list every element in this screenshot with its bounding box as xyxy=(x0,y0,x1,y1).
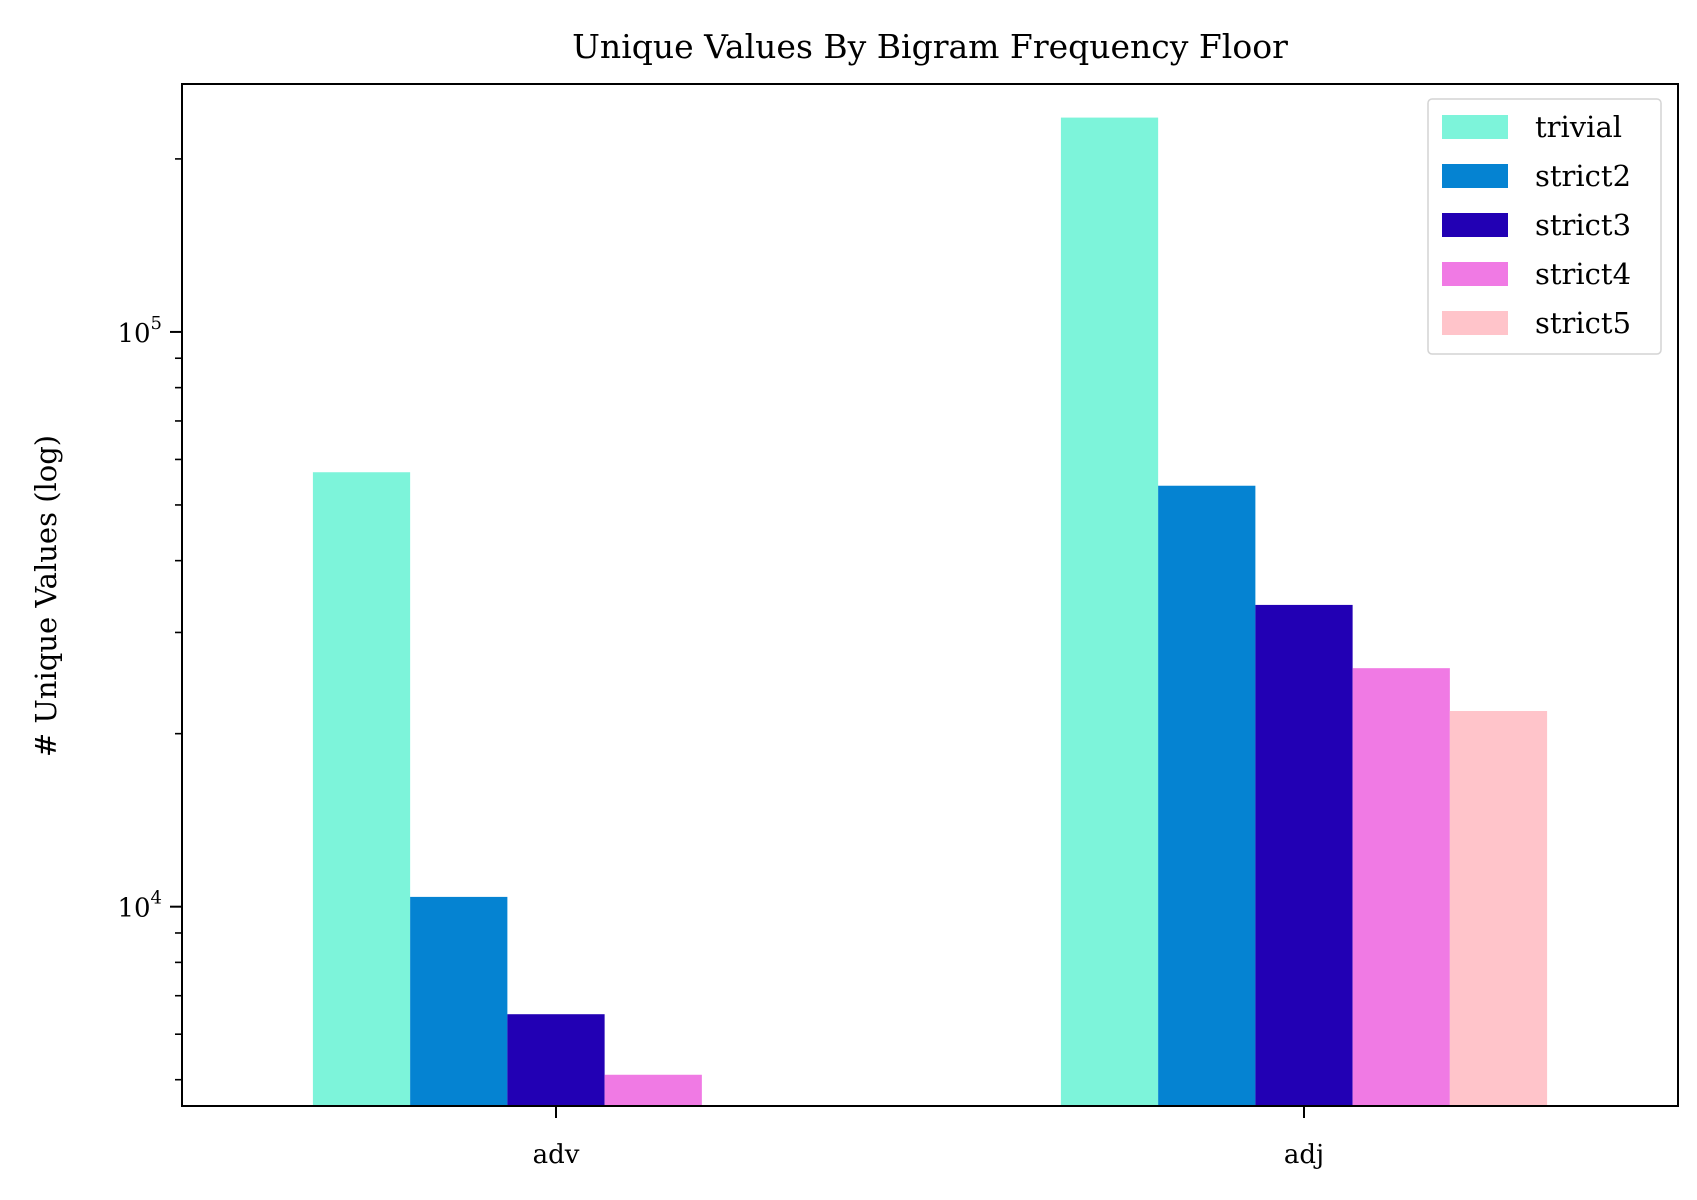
bar-strict2-adv xyxy=(410,896,508,1106)
plot-frame xyxy=(181,83,1679,1107)
y-tick-label: 105 xyxy=(117,313,162,349)
legend: trivial strict2 strict3 strict4 strict5 xyxy=(1427,98,1662,355)
legend-label-strict4: strict4 xyxy=(1535,257,1631,291)
y-axis: 104 105 xyxy=(117,158,182,1081)
bar-strict5-adj xyxy=(1449,711,1548,1106)
bar-strict4-adj xyxy=(1352,668,1450,1106)
x-tick-label: adv xyxy=(533,1140,580,1170)
bar-strict4-adv xyxy=(604,1074,702,1106)
x-axis: adv adj xyxy=(533,1106,1324,1170)
legend-swatch-strict3 xyxy=(1442,213,1508,237)
legend-swatch-strict2 xyxy=(1442,164,1508,188)
legend-frame xyxy=(1427,98,1662,355)
bar-strict2-adj xyxy=(1158,485,1256,1107)
legend-swatch-strict5 xyxy=(1442,311,1508,335)
x-tick-label: adj xyxy=(1284,1140,1324,1170)
y-tick-label: 104 xyxy=(117,888,162,924)
legend-swatch-strict4 xyxy=(1442,262,1508,286)
chart-title: Unique Values By Bigram Frequency Floor xyxy=(572,27,1288,66)
legend-label-strict3: strict3 xyxy=(1535,208,1631,242)
y-axis-label: # Unique Values (log) xyxy=(29,435,63,757)
bar-strict3-adj xyxy=(1255,604,1353,1106)
legend-label-strict5: strict5 xyxy=(1535,306,1631,340)
bar-strict3-adv xyxy=(507,1014,605,1106)
bar-trivial-adv xyxy=(312,472,411,1106)
bar-trivial-adj xyxy=(1060,117,1159,1106)
bars-layer xyxy=(312,117,1548,1107)
legend-swatch-trivial xyxy=(1442,115,1508,139)
legend-label-trivial: trivial xyxy=(1535,110,1622,144)
legend-label-strict2: strict2 xyxy=(1535,159,1631,193)
